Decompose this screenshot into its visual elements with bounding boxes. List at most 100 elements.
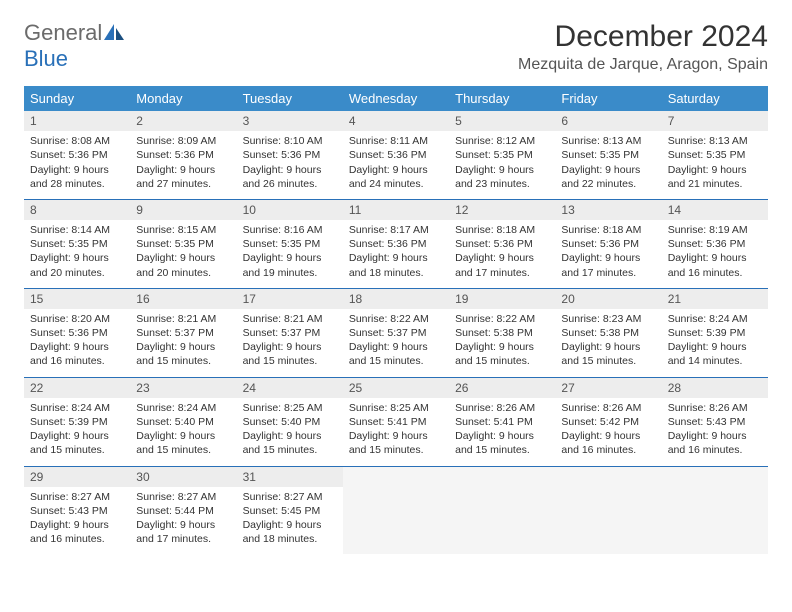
day-info: Sunrise: 8:25 AMSunset: 5:41 PMDaylight:… xyxy=(349,401,443,458)
day-header: Monday xyxy=(130,86,236,111)
calendar-day-cell: 23 Sunrise: 8:24 AMSunset: 5:40 PMDayligh… xyxy=(130,377,236,466)
location-subtitle: Mezquita de Jarque, Aragon, Spain xyxy=(518,56,768,74)
calendar-day-cell: 27 Sunrise: 8:26 AMSunset: 5:42 PMDayligh… xyxy=(555,377,661,466)
calendar-day-cell: 28 Sunrise: 8:26 AMSunset: 5:43 PMDayligh… xyxy=(662,377,768,466)
day-info: Sunrise: 8:13 AMSunset: 5:35 PMDaylight:… xyxy=(668,134,762,191)
calendar-day-cell: 14Sunrise: 8:19 AMSunset: 5:36 PMDayligh… xyxy=(662,199,768,288)
day-number: 23 xyxy=(130,378,236,398)
calendar-day-cell: 4 Sunrise: 8:11 AMSunset: 5:36 PMDaylight… xyxy=(343,111,449,199)
calendar-week-row: 1Sunrise: 8:08 AMSunset: 5:36 PMDaylight… xyxy=(24,111,768,199)
calendar-day-cell: 15 Sunrise: 8:20 AMSunset: 5:36 PMDayligh… xyxy=(24,288,130,377)
calendar-header-row: SundayMondayTuesdayWednesdayThursdayFrid… xyxy=(24,86,768,111)
calendar-day-cell: 19 Sunrise: 8:22 AMSunset: 5:38 PMDayligh… xyxy=(449,288,555,377)
day-info: Sunrise: 8:24 AMSunset: 5:39 PMDaylight:… xyxy=(30,401,124,458)
calendar-day-cell: 8Sunrise: 8:14 AMSunset: 5:35 PMDaylight… xyxy=(24,199,130,288)
page-title: December 2024 xyxy=(518,20,768,54)
day-info: Sunrise: 8:09 AMSunset: 5:36 PMDaylight:… xyxy=(136,134,230,191)
calendar-day-cell: 16 Sunrise: 8:21 AMSunset: 5:37 PMDayligh… xyxy=(130,288,236,377)
calendar-day-cell: 22 Sunrise: 8:24 AMSunset: 5:39 PMDayligh… xyxy=(24,377,130,466)
calendar-day-cell: 5Sunrise: 8:12 AMSunset: 5:35 PMDaylight… xyxy=(449,111,555,199)
day-info: Sunrise: 8:21 AMSunset: 5:37 PMDaylight:… xyxy=(243,312,337,369)
calendar-day-cell: 30 Sunrise: 8:27 AMSunset: 5:44 PMDayligh… xyxy=(130,466,236,554)
day-number: 22 xyxy=(24,378,130,398)
calendar-day-cell: 11 Sunrise: 8:17 AMSunset: 5:36 PMDayligh… xyxy=(343,199,449,288)
day-header: Friday xyxy=(555,86,661,111)
day-header: Sunday xyxy=(24,86,130,111)
day-number: 16 xyxy=(130,289,236,309)
calendar-day-cell: 10Sunrise: 8:16 AMSunset: 5:35 PMDayligh… xyxy=(237,199,343,288)
calendar-day-cell: 9Sunrise: 8:15 AMSunset: 5:35 PMDaylight… xyxy=(130,199,236,288)
calendar-day-cell: 1Sunrise: 8:08 AMSunset: 5:36 PMDaylight… xyxy=(24,111,130,199)
day-info: Sunrise: 8:22 AMSunset: 5:38 PMDaylight:… xyxy=(455,312,549,369)
day-info: Sunrise: 8:20 AMSunset: 5:36 PMDaylight:… xyxy=(30,312,124,369)
day-number: 6 xyxy=(555,111,661,131)
calendar-week-row: 29Sunrise: 8:27 AMSunset: 5:43 PMDayligh… xyxy=(24,466,768,554)
day-number: 31 xyxy=(237,467,343,487)
day-number: 12 xyxy=(449,200,555,220)
calendar-day-cell: 2Sunrise: 8:09 AMSunset: 5:36 PMDaylight… xyxy=(130,111,236,199)
brand-part2: Blue xyxy=(24,46,68,71)
calendar-day-cell xyxy=(343,466,449,554)
day-info: Sunrise: 8:27 AMSunset: 5:44 PMDaylight:… xyxy=(136,490,230,547)
day-info: Sunrise: 8:13 AMSunset: 5:35 PMDaylight:… xyxy=(561,134,655,191)
day-info: Sunrise: 8:11 AMSunset: 5:36 PMDaylight:… xyxy=(349,134,443,191)
sail-icon xyxy=(104,22,126,40)
brand-logo: General Blue xyxy=(24,20,126,72)
day-info: Sunrise: 8:10 AMSunset: 5:36 PMDaylight:… xyxy=(243,134,337,191)
day-number: 19 xyxy=(449,289,555,309)
day-number: 5 xyxy=(449,111,555,131)
calendar-week-row: 15 Sunrise: 8:20 AMSunset: 5:36 PMDayligh… xyxy=(24,288,768,377)
day-number: 13 xyxy=(555,200,661,220)
day-info: Sunrise: 8:18 AMSunset: 5:36 PMDaylight:… xyxy=(561,223,655,280)
calendar-week-row: 8Sunrise: 8:14 AMSunset: 5:35 PMDaylight… xyxy=(24,199,768,288)
day-info: Sunrise: 8:17 AMSunset: 5:36 PMDaylight:… xyxy=(349,223,443,280)
day-info: Sunrise: 8:27 AMSunset: 5:45 PMDaylight:… xyxy=(243,490,337,547)
calendar-day-cell: 31 Sunrise: 8:27 AMSunset: 5:45 PMDayligh… xyxy=(237,466,343,554)
day-info: Sunrise: 8:24 AMSunset: 5:40 PMDaylight:… xyxy=(136,401,230,458)
day-number: 24 xyxy=(237,378,343,398)
day-info: Sunrise: 8:27 AMSunset: 5:43 PMDaylight:… xyxy=(30,490,124,547)
day-number: 27 xyxy=(555,378,661,398)
day-header: Wednesday xyxy=(343,86,449,111)
calendar-day-cell: 3 Sunrise: 8:10 AMSunset: 5:36 PMDaylight… xyxy=(237,111,343,199)
day-info: Sunrise: 8:23 AMSunset: 5:38 PMDaylight:… xyxy=(561,312,655,369)
day-info: Sunrise: 8:24 AMSunset: 5:39 PMDaylight:… xyxy=(668,312,762,369)
calendar-day-cell xyxy=(662,466,768,554)
day-info: Sunrise: 8:16 AMSunset: 5:35 PMDaylight:… xyxy=(243,223,337,280)
day-number: 3 xyxy=(237,111,343,131)
calendar-day-cell: 21Sunrise: 8:24 AMSunset: 5:39 PMDayligh… xyxy=(662,288,768,377)
day-number: 28 xyxy=(662,378,768,398)
day-number: 18 xyxy=(343,289,449,309)
day-number: 7 xyxy=(662,111,768,131)
calendar-day-cell: 26Sunrise: 8:26 AMSunset: 5:41 PMDayligh… xyxy=(449,377,555,466)
day-info: Sunrise: 8:18 AMSunset: 5:36 PMDaylight:… xyxy=(455,223,549,280)
day-number: 20 xyxy=(555,289,661,309)
calendar-week-row: 22 Sunrise: 8:24 AMSunset: 5:39 PMDayligh… xyxy=(24,377,768,466)
day-number: 17 xyxy=(237,289,343,309)
day-number: 26 xyxy=(449,378,555,398)
day-info: Sunrise: 8:26 AMSunset: 5:42 PMDaylight:… xyxy=(561,401,655,458)
header: General Blue December 2024 Mezquita de J… xyxy=(24,20,768,74)
day-header: Tuesday xyxy=(237,86,343,111)
calendar-day-cell xyxy=(555,466,661,554)
calendar-day-cell xyxy=(449,466,555,554)
calendar-day-cell: 24Sunrise: 8:25 AMSunset: 5:40 PMDayligh… xyxy=(237,377,343,466)
title-block: December 2024 Mezquita de Jarque, Aragon… xyxy=(518,20,768,74)
day-number: 9 xyxy=(130,200,236,220)
day-info: Sunrise: 8:19 AMSunset: 5:36 PMDaylight:… xyxy=(668,223,762,280)
day-number: 15 xyxy=(24,289,130,309)
calendar-day-cell: 17 Sunrise: 8:21 AMSunset: 5:37 PMDayligh… xyxy=(237,288,343,377)
calendar-day-cell: 29Sunrise: 8:27 AMSunset: 5:43 PMDayligh… xyxy=(24,466,130,554)
day-header: Thursday xyxy=(449,86,555,111)
day-number: 4 xyxy=(343,111,449,131)
day-number: 30 xyxy=(130,467,236,487)
day-number: 25 xyxy=(343,378,449,398)
calendar-day-cell: 7 Sunrise: 8:13 AMSunset: 5:35 PMDaylight… xyxy=(662,111,768,199)
day-info: Sunrise: 8:08 AMSunset: 5:36 PMDaylight:… xyxy=(30,134,124,191)
day-number: 11 xyxy=(343,200,449,220)
day-info: Sunrise: 8:14 AMSunset: 5:35 PMDaylight:… xyxy=(30,223,124,280)
day-info: Sunrise: 8:26 AMSunset: 5:43 PMDaylight:… xyxy=(668,401,762,458)
calendar-body: 1Sunrise: 8:08 AMSunset: 5:36 PMDaylight… xyxy=(24,111,768,554)
day-info: Sunrise: 8:21 AMSunset: 5:37 PMDaylight:… xyxy=(136,312,230,369)
calendar-day-cell: 20 Sunrise: 8:23 AMSunset: 5:38 PMDayligh… xyxy=(555,288,661,377)
